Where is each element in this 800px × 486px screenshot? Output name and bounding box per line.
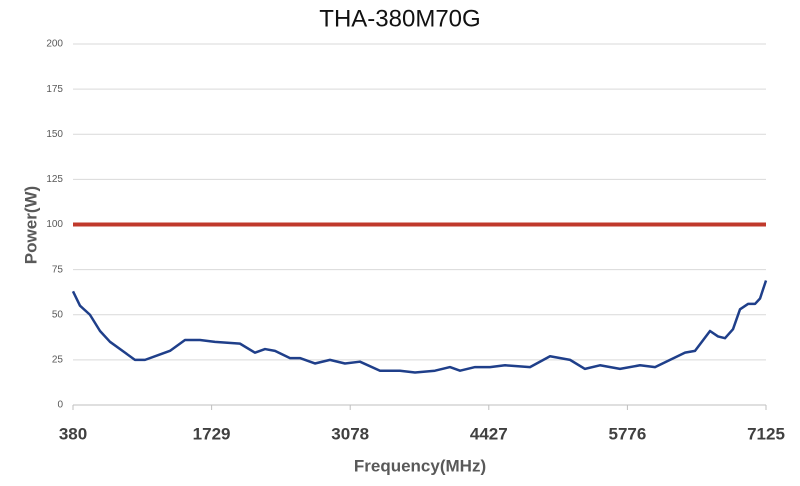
y-tick-label: 25 (52, 355, 64, 366)
y-tick-label: 50 (52, 309, 64, 320)
y-axis-label: Power(W) (21, 186, 40, 264)
y-tick-label: 100 (46, 219, 63, 230)
series-line (71, 280, 768, 374)
x-tick-label: 4427 (470, 424, 508, 443)
x-axis-label: Frequency(MHz) (354, 456, 486, 475)
chart-title: THA-380M70G (319, 5, 480, 32)
x-tick-label: 5776 (608, 424, 646, 443)
y-tick-label: 125 (46, 174, 63, 185)
y-tick-label: 150 (46, 129, 63, 140)
y-tick-label: 200 (46, 39, 63, 50)
x-tick-label: 3078 (331, 424, 369, 443)
x-tick-label: 1729 (193, 424, 231, 443)
x-tick-label: 380 (59, 424, 87, 443)
y-tick-label: 175 (46, 84, 63, 95)
y-tick-label: 0 (57, 400, 63, 411)
y-tick-label: 75 (52, 264, 64, 275)
x-tick-label: 7125 (747, 424, 785, 443)
